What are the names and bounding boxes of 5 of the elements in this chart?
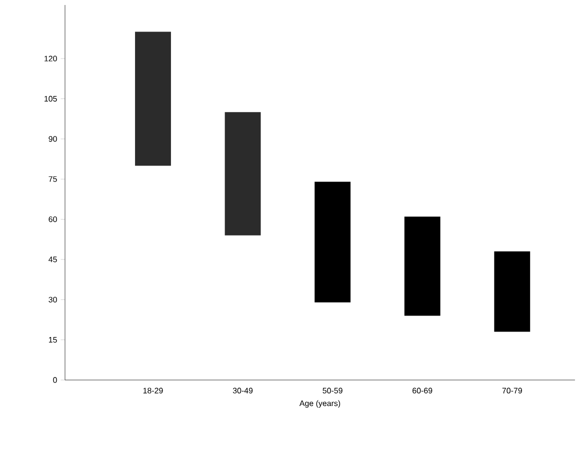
bar [494, 251, 530, 332]
bar [404, 216, 440, 316]
bar [135, 32, 171, 166]
bar [314, 182, 351, 302]
bar [224, 112, 261, 236]
